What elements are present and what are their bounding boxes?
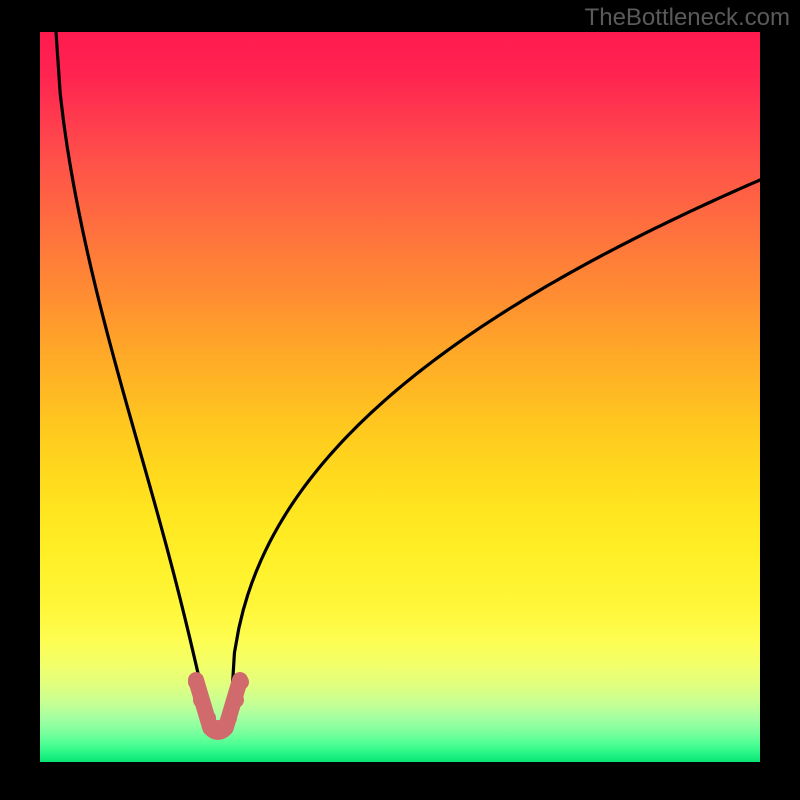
valley-dot (228, 692, 244, 708)
chart-container: TheBottleneck.com (0, 0, 800, 800)
valley-dot (221, 710, 237, 726)
bottleneck-chart (0, 0, 800, 800)
watermark-text: TheBottleneck.com (585, 4, 790, 32)
valley-dot (188, 674, 204, 690)
valley-dot (193, 692, 209, 708)
valley-dot (233, 674, 249, 690)
plot-background (40, 32, 760, 762)
